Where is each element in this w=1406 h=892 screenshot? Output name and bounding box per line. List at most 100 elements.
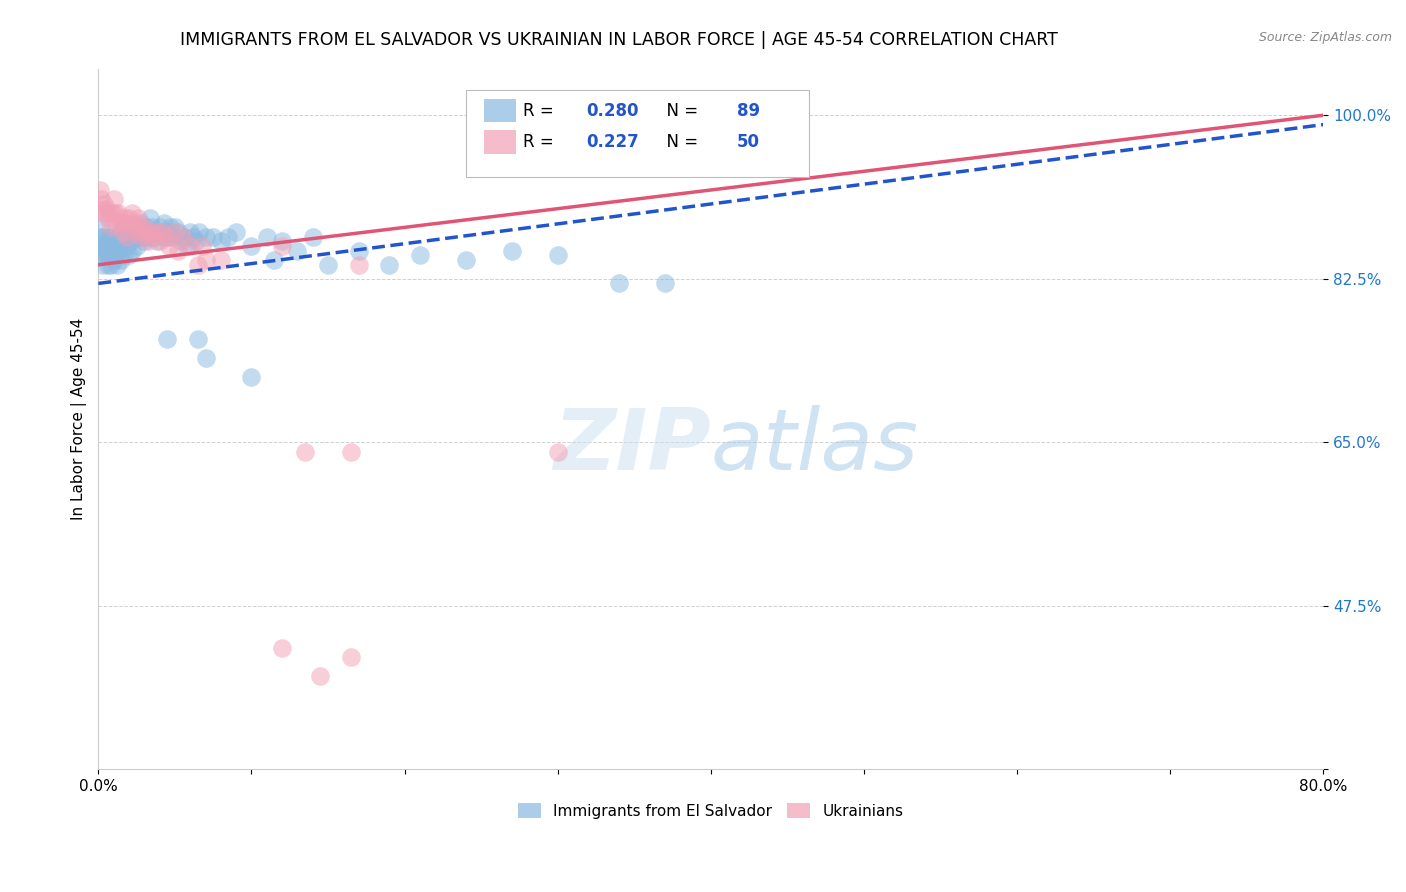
Point xyxy=(134,220,156,235)
Point xyxy=(129,216,152,230)
Point xyxy=(96,211,118,225)
Point xyxy=(159,220,181,235)
Point xyxy=(100,258,122,272)
Point xyxy=(155,225,177,239)
Point xyxy=(173,229,195,244)
Point xyxy=(111,225,134,239)
Point xyxy=(127,211,149,225)
Point xyxy=(118,225,141,239)
Point xyxy=(129,229,152,244)
Point xyxy=(156,229,179,244)
Point xyxy=(152,229,174,244)
Point xyxy=(340,444,363,458)
Point xyxy=(107,235,129,249)
Point xyxy=(98,206,121,220)
Point xyxy=(108,225,131,239)
Point xyxy=(112,235,135,249)
Point xyxy=(167,244,190,258)
Point xyxy=(90,192,112,206)
Point xyxy=(271,239,294,253)
Text: atlas: atlas xyxy=(711,406,918,489)
Point xyxy=(94,248,117,262)
Point xyxy=(117,239,139,253)
Point xyxy=(301,229,323,244)
Point xyxy=(89,239,111,253)
Point xyxy=(179,239,201,253)
Point xyxy=(135,220,157,235)
Point xyxy=(105,229,128,244)
Point xyxy=(136,229,159,244)
Point xyxy=(138,225,160,239)
Point xyxy=(149,220,172,235)
Point xyxy=(138,235,160,249)
Point xyxy=(94,235,117,249)
Point xyxy=(142,229,165,244)
Point xyxy=(287,244,309,258)
Point xyxy=(100,239,122,253)
Point xyxy=(96,244,118,258)
Point xyxy=(186,235,208,249)
Point xyxy=(191,239,214,253)
FancyBboxPatch shape xyxy=(484,130,516,154)
Point xyxy=(654,277,676,291)
Point xyxy=(101,244,124,258)
Point xyxy=(105,258,128,272)
Point xyxy=(121,206,143,220)
Text: N =: N = xyxy=(655,133,703,151)
Point xyxy=(145,235,167,249)
Point xyxy=(93,229,115,244)
Point xyxy=(145,225,167,239)
Point xyxy=(187,258,209,272)
Point xyxy=(90,248,112,262)
Point xyxy=(142,229,165,244)
Point xyxy=(152,225,174,239)
Point xyxy=(112,211,135,225)
FancyBboxPatch shape xyxy=(484,99,516,122)
Point xyxy=(91,206,114,220)
Point xyxy=(89,183,111,197)
Y-axis label: In Labor Force | Age 45-54: In Labor Force | Age 45-54 xyxy=(72,318,87,520)
Point xyxy=(101,229,124,244)
Text: 89: 89 xyxy=(737,102,759,120)
Point xyxy=(104,248,127,262)
Point xyxy=(103,192,125,206)
Point xyxy=(225,225,247,239)
Point xyxy=(125,220,148,235)
Point xyxy=(623,145,645,160)
Point xyxy=(125,225,148,239)
Point xyxy=(454,253,477,268)
Point xyxy=(104,206,127,220)
Point xyxy=(136,225,159,239)
Text: ZIP: ZIP xyxy=(553,406,711,489)
Point xyxy=(194,253,217,268)
Text: N =: N = xyxy=(655,102,703,120)
Point xyxy=(187,333,209,347)
Point xyxy=(110,239,132,253)
Point xyxy=(378,258,401,272)
Point xyxy=(149,235,172,249)
Text: 0.280: 0.280 xyxy=(586,102,638,120)
Point xyxy=(107,244,129,258)
Point xyxy=(105,216,128,230)
Point xyxy=(111,220,134,235)
Point xyxy=(110,216,132,230)
Point xyxy=(143,225,166,239)
Point xyxy=(134,235,156,249)
Point xyxy=(309,669,332,683)
Point xyxy=(132,229,155,244)
Point xyxy=(547,248,569,262)
Point xyxy=(163,225,186,239)
Point xyxy=(194,351,217,366)
Text: R =: R = xyxy=(523,133,560,151)
Point xyxy=(501,244,523,258)
Point xyxy=(124,216,146,230)
Point xyxy=(347,258,370,272)
Point xyxy=(103,239,125,253)
Point xyxy=(128,220,150,235)
Point xyxy=(110,253,132,268)
Point xyxy=(125,239,148,253)
Point xyxy=(409,248,432,262)
Point xyxy=(160,229,183,244)
Point xyxy=(89,202,111,216)
Point xyxy=(188,225,211,239)
